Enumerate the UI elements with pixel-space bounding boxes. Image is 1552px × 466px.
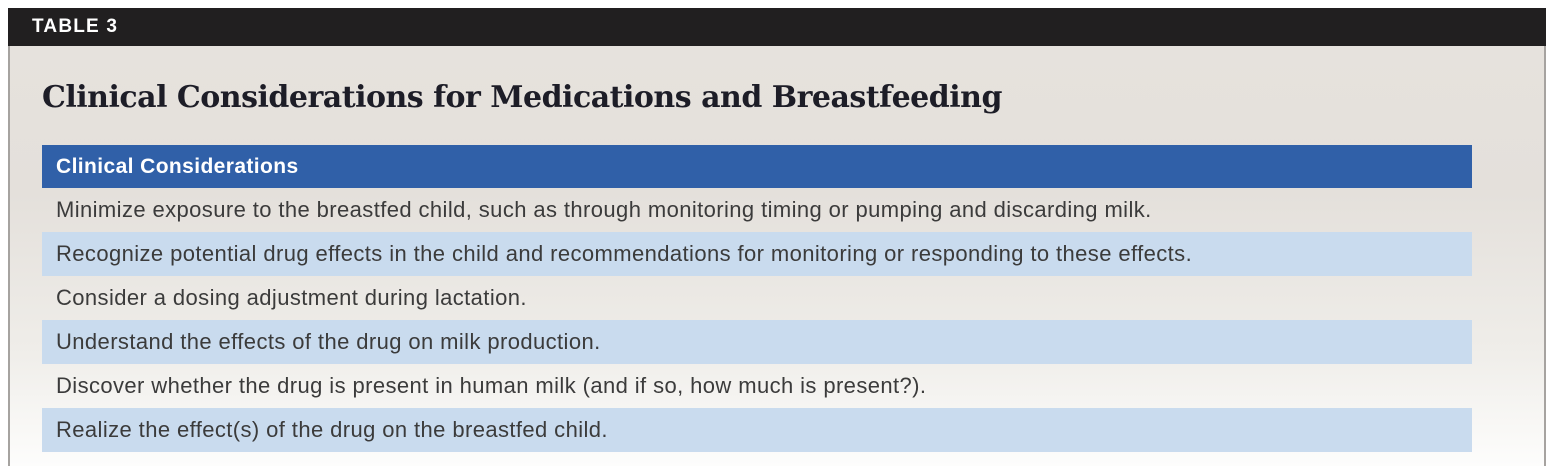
table-row: Consider a dosing adjustment during lact…	[42, 276, 1472, 320]
content-panel: Clinical Considerations for Medications …	[8, 46, 1546, 466]
table-label: TABLE 3	[32, 16, 119, 37]
row-text: Understand the effects of the drug on mi…	[56, 329, 601, 354]
table-row: Minimize exposure to the breastfed child…	[42, 188, 1472, 232]
table-row: Recognize potential drug effects in the …	[42, 232, 1472, 276]
row-text: Realize the effect(s) of the drug on the…	[56, 417, 608, 442]
table-body: Minimize exposure to the breastfed child…	[42, 188, 1472, 452]
table-row: Realize the effect(s) of the drug on the…	[42, 408, 1472, 452]
row-text: Minimize exposure to the breastfed child…	[56, 197, 1152, 222]
considerations-table: Clinical Considerations Minimize exposur…	[42, 145, 1472, 452]
table-label-bar: TABLE 3	[8, 8, 1546, 46]
table-header-label: Clinical Considerations	[56, 154, 299, 178]
row-text: Discover whether the drug is present in …	[56, 373, 927, 398]
row-text: Consider a dosing adjustment during lact…	[56, 285, 527, 310]
table-row: Understand the effects of the drug on mi…	[42, 320, 1472, 364]
page-title: Clinical Considerations for Medications …	[42, 80, 1002, 115]
table-row: Discover whether the drug is present in …	[42, 364, 1472, 408]
table-header: Clinical Considerations	[42, 145, 1472, 188]
row-text: Recognize potential drug effects in the …	[56, 241, 1193, 266]
